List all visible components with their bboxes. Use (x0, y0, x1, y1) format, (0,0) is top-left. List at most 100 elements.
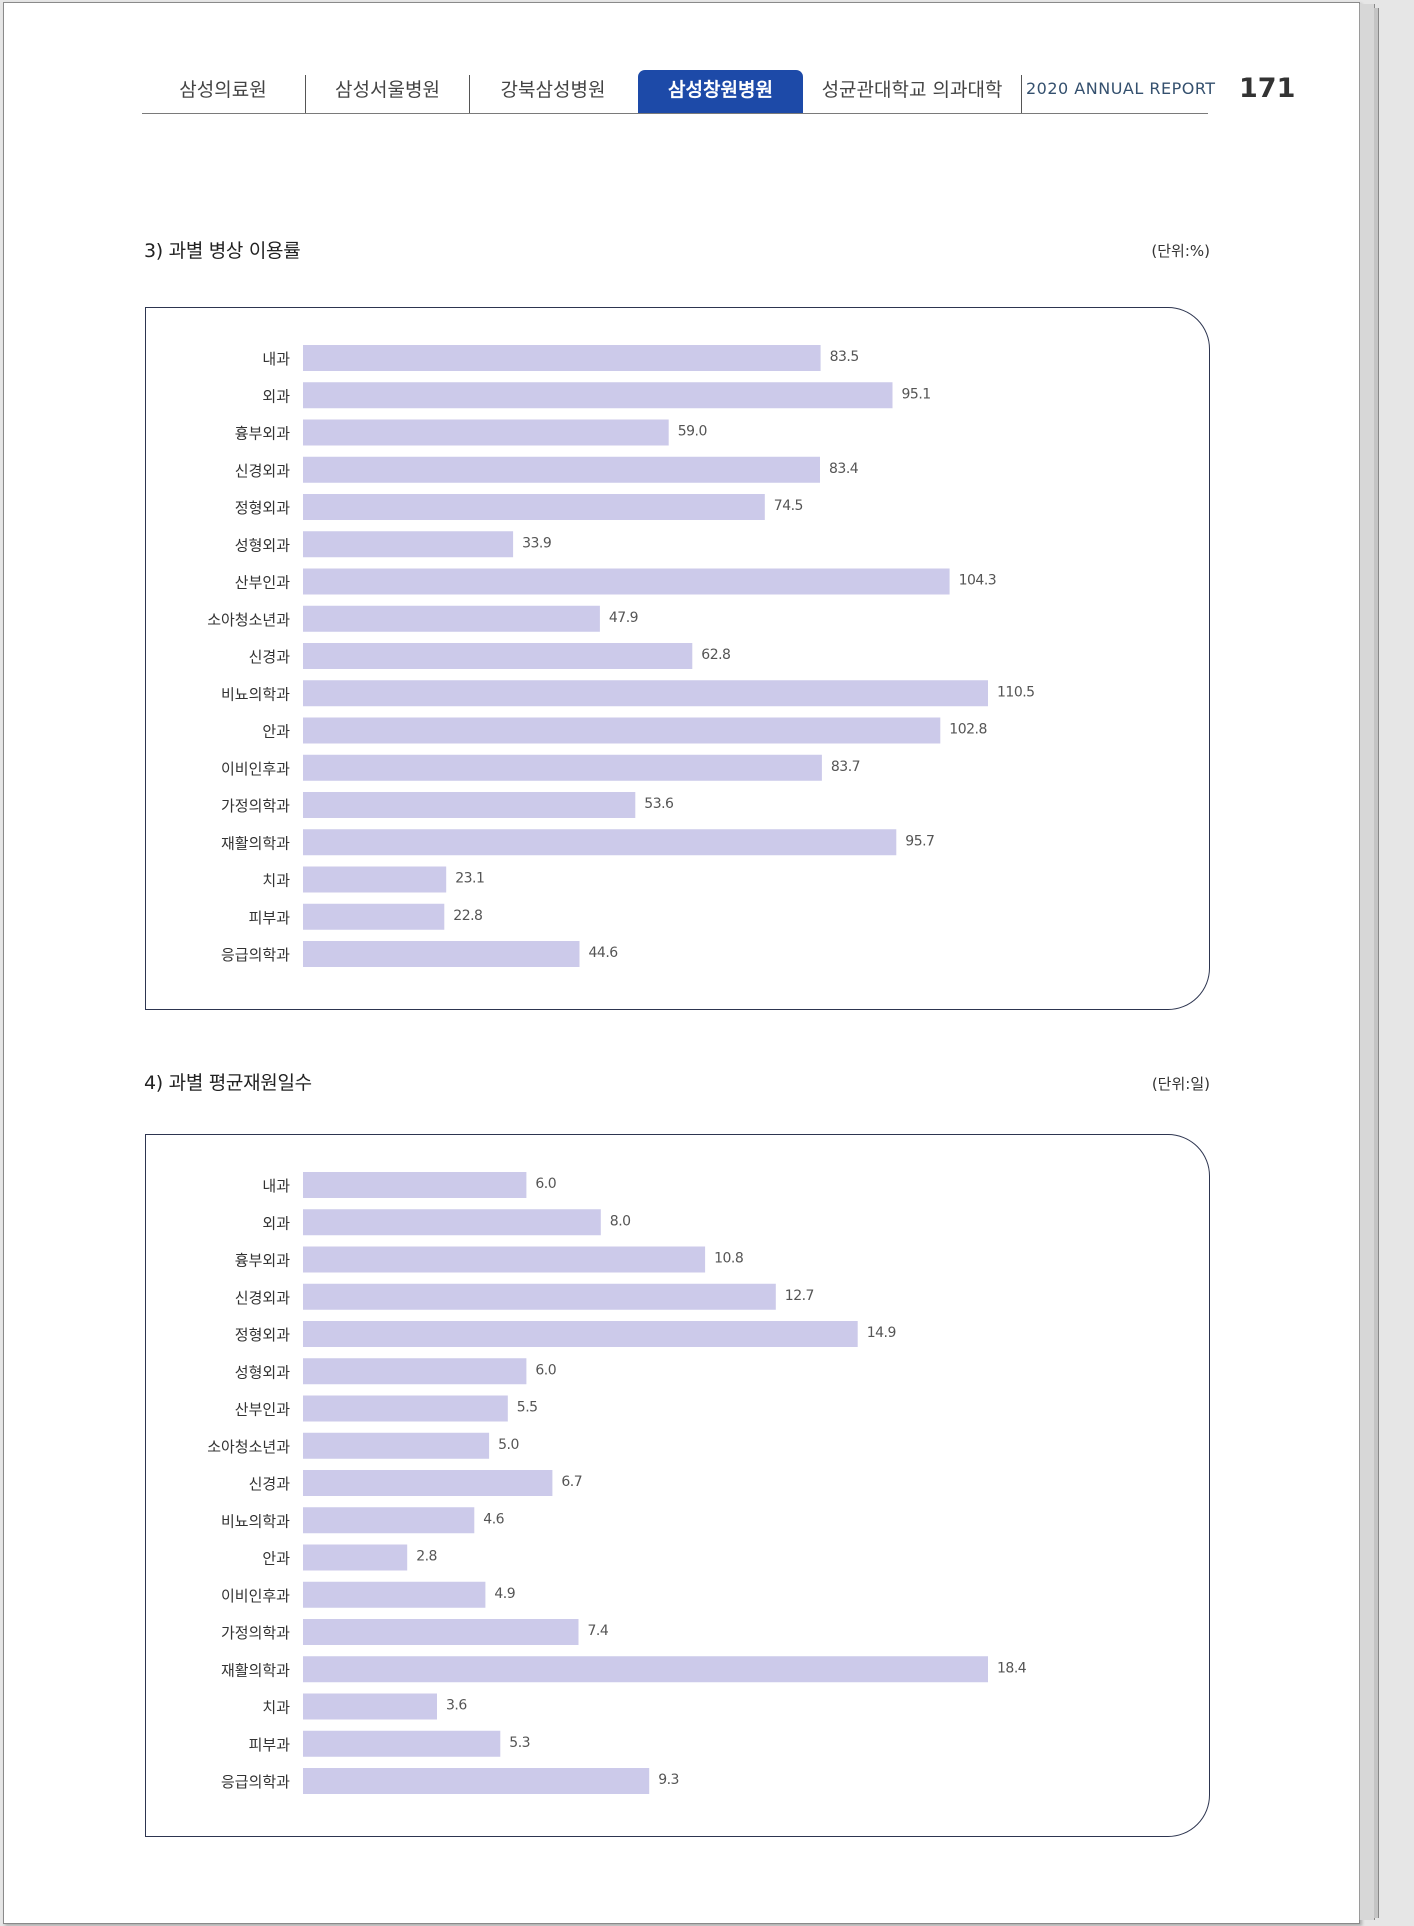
category-label: 정형외과 (235, 1326, 290, 1344)
bar-6 (303, 568, 950, 595)
nav-tab-samsung-seoul-hospital[interactable]: 삼성서울병원 (335, 79, 440, 101)
category-label: 재활의학과 (221, 834, 290, 852)
page-number: 171 (1239, 73, 1296, 104)
chart-unit-bed-occupancy: (단위:%) (1151, 242, 1210, 260)
category-label: 흉부외과 (235, 1252, 290, 1270)
bar-6 (303, 1395, 508, 1422)
value-label: 8.0 (610, 1213, 631, 1229)
value-label: 5.3 (509, 1735, 530, 1751)
category-label: 외과 (262, 1214, 290, 1232)
category-label: 소아청소년과 (207, 1438, 290, 1456)
chart-avg-length-of-stay: 내과 6.0 외과 8.0 흉부외과 10.8 신경외과 12.7 정형외과 14.9 성형외과 6.… (145, 1134, 1210, 1837)
category-label: 내과 (262, 1177, 290, 1195)
nav-underline (142, 113, 1208, 114)
nav-tab-skku-medicine[interactable]: 성균관대학교 의과대학 (821, 79, 1003, 101)
category-label: 응급의학과 (221, 946, 290, 964)
value-label: 7.4 (588, 1623, 609, 1639)
category-label: 내과 (262, 350, 290, 368)
category-label: 신경외과 (235, 462, 290, 480)
bar-14 (303, 1693, 437, 1720)
nav-separator (1021, 75, 1022, 113)
category-label: 비뇨의학과 (221, 685, 290, 703)
nav-tab-samsung-changwon-hospital[interactable]: 삼성창원병원 (638, 70, 803, 113)
bar-11 (303, 754, 822, 781)
bar-14 (303, 866, 447, 893)
bar-15 (303, 903, 445, 930)
bar-8 (303, 643, 693, 669)
value-label: 104.3 (959, 573, 997, 589)
value-label: 2.8 (416, 1549, 437, 1565)
bar-9 (303, 1507, 475, 1534)
value-label: 83.5 (830, 349, 859, 365)
bar-9 (303, 680, 988, 707)
value-label: 5.0 (498, 1437, 519, 1453)
bar-1 (303, 382, 893, 409)
chart-bed-occupancy: 내과 83.5 외과 95.1 흉부외과 59.0 신경외과 83.4 정형외과 74.5 성형외과… (145, 307, 1210, 1010)
bar-5 (303, 1358, 527, 1385)
category-label: 피부과 (249, 1736, 291, 1754)
bar-16 (303, 1768, 650, 1794)
value-label: 83.4 (829, 461, 859, 477)
page-stack-edge-back (1374, 8, 1379, 1918)
category-label: 치과 (262, 1699, 290, 1717)
value-label: 6.0 (535, 1176, 556, 1192)
bar-13 (303, 1656, 988, 1683)
bar-1 (303, 1209, 601, 1236)
chart-title-avg-stay: 4) 과별 평균재원일수 (144, 1072, 312, 1094)
value-label: 95.1 (902, 386, 931, 402)
value-label: 14.9 (867, 1325, 896, 1341)
value-label: 3.6 (446, 1698, 467, 1714)
category-label: 안과 (262, 723, 290, 741)
value-label: 95.7 (905, 833, 934, 849)
category-label: 치과 (262, 872, 290, 890)
nav-tab-samsung-medical-center[interactable]: 삼성의료원 (179, 79, 267, 101)
category-label: 재활의학과 (221, 1661, 290, 1679)
chart-svg: 내과 6.0 외과 8.0 흉부외과 10.8 신경외과 12.7 정형외과 14.9 성형외과 6.… (207, 1172, 1027, 1794)
bar-7 (303, 605, 600, 632)
bar-4 (303, 494, 765, 520)
bar-3 (303, 456, 820, 483)
category-label: 신경외과 (235, 1289, 290, 1307)
bar-13 (303, 829, 897, 856)
chart-unit-avg-stay: (단위:일) (1151, 1075, 1210, 1093)
bar-15 (303, 1730, 501, 1757)
nav-tab-kangbuk-samsung-hospital[interactable]: 강북삼성병원 (500, 79, 606, 101)
value-label: 12.7 (785, 1288, 814, 1304)
value-label: 62.8 (701, 647, 730, 663)
report-label: 2020 ANNUAL REPORT (1026, 79, 1216, 98)
chart-svg: 내과 83.5 외과 95.1 흉부외과 59.0 신경외과 83.4 정형외과 74.5 성형외과… (207, 345, 1035, 967)
value-label: 74.5 (774, 498, 803, 514)
value-label: 6.0 (535, 1362, 556, 1378)
value-label: 5.5 (517, 1400, 538, 1416)
value-label: 33.9 (522, 535, 551, 551)
bar-12 (303, 792, 636, 818)
value-label: 53.6 (644, 796, 674, 812)
category-label: 가정의학과 (221, 1624, 290, 1642)
bar-2 (303, 1246, 706, 1273)
bar-7 (303, 1432, 490, 1459)
value-label: 10.8 (714, 1251, 743, 1267)
bar-8 (303, 1470, 553, 1496)
category-label: 이비인후과 (221, 1587, 290, 1605)
value-label: 23.1 (455, 871, 484, 887)
value-label: 59.0 (678, 424, 707, 440)
chart-title-bed-occupancy: 3) 과별 병상 이용률 (144, 240, 301, 262)
bar-10 (303, 1544, 408, 1571)
bar-10 (303, 717, 941, 744)
category-label: 응급의학과 (221, 1773, 290, 1791)
bar-0 (303, 345, 821, 371)
category-label: 소아청소년과 (207, 611, 290, 629)
bar-3 (303, 1283, 776, 1310)
category-label: 산부인과 (235, 1401, 290, 1419)
value-label: 9.3 (658, 1772, 679, 1788)
value-label: 18.4 (997, 1660, 1027, 1676)
nav-separator (305, 75, 306, 113)
value-label: 47.9 (609, 610, 638, 626)
value-label: 6.7 (561, 1474, 582, 1490)
bar-0 (303, 1172, 527, 1198)
category-label: 성형외과 (235, 1363, 290, 1381)
category-label: 비뇨의학과 (221, 1512, 290, 1530)
category-label: 산부인과 (235, 574, 290, 592)
value-label: 110.5 (997, 684, 1035, 700)
value-label: 83.7 (831, 759, 860, 775)
